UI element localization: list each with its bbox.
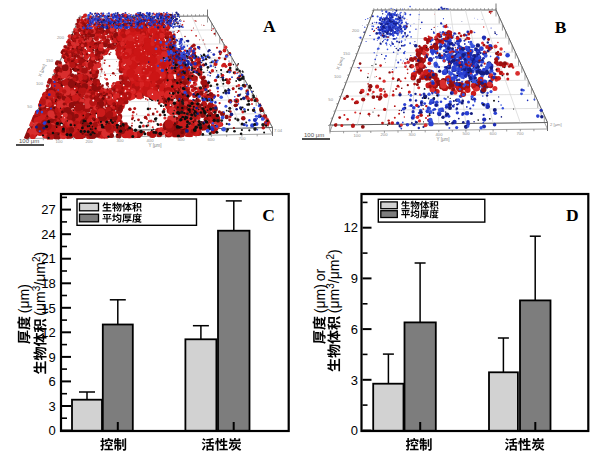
svg-text:A: A: [263, 16, 276, 36]
svg-text:9: 9: [351, 271, 358, 286]
svg-text:C: C: [262, 205, 275, 225]
svg-text:D: D: [566, 205, 579, 225]
svg-text:B: B: [555, 17, 567, 37]
svg-text:(μm) or: (μm) or: [312, 269, 328, 316]
svg-text:700: 700: [517, 131, 525, 136]
svg-text:6: 6: [351, 322, 358, 337]
svg-text:500: 500: [178, 137, 186, 142]
svg-text:100 μm: 100 μm: [19, 138, 39, 144]
svg-text:500: 500: [463, 131, 471, 136]
svg-text:600: 600: [208, 137, 216, 142]
svg-text:X [μm]: X [μm]: [335, 56, 345, 70]
svg-text:Y [μm]: Y [μm]: [436, 137, 449, 142]
svg-text:(μm): (μm): [16, 284, 32, 316]
svg-text:X [μm]: X [μm]: [37, 63, 47, 77]
svg-text:100 μm: 100 μm: [304, 132, 324, 138]
svg-text:(μm3/μm2): (μm3/μm2): [325, 249, 342, 316]
svg-text:9: 9: [49, 350, 56, 365]
svg-text:3: 3: [351, 373, 358, 388]
svg-text:3: 3: [49, 399, 56, 414]
svg-text:27: 27: [41, 202, 55, 217]
svg-text:2 [μm]: 2 [μm]: [550, 122, 562, 127]
svg-text:150: 150: [46, 58, 54, 63]
svg-text:300: 300: [117, 138, 125, 143]
svg-text:100: 100: [354, 133, 362, 138]
svg-text:150: 150: [343, 51, 351, 56]
svg-text:300: 300: [409, 132, 417, 137]
svg-text:700: 700: [239, 136, 247, 141]
svg-text:100: 100: [56, 139, 64, 144]
svg-text:24: 24: [41, 227, 55, 242]
svg-text:200: 200: [86, 139, 94, 144]
svg-text:200: 200: [381, 132, 389, 137]
svg-text:200: 200: [352, 28, 360, 33]
svg-text:6: 6: [49, 374, 56, 389]
svg-text:Y [μm]: Y [μm]: [148, 143, 161, 148]
svg-text:600: 600: [490, 131, 498, 136]
svg-text:50: 50: [27, 104, 32, 109]
svg-text:100: 100: [334, 74, 342, 79]
svg-text:50: 50: [328, 97, 333, 102]
svg-text:12: 12: [344, 220, 358, 235]
svg-text:200: 200: [57, 35, 65, 40]
svg-text:7.04: 7.04: [274, 128, 283, 133]
svg-text:0: 0: [49, 423, 56, 438]
svg-text:0: 0: [351, 423, 358, 438]
svg-text:100: 100: [36, 81, 44, 86]
